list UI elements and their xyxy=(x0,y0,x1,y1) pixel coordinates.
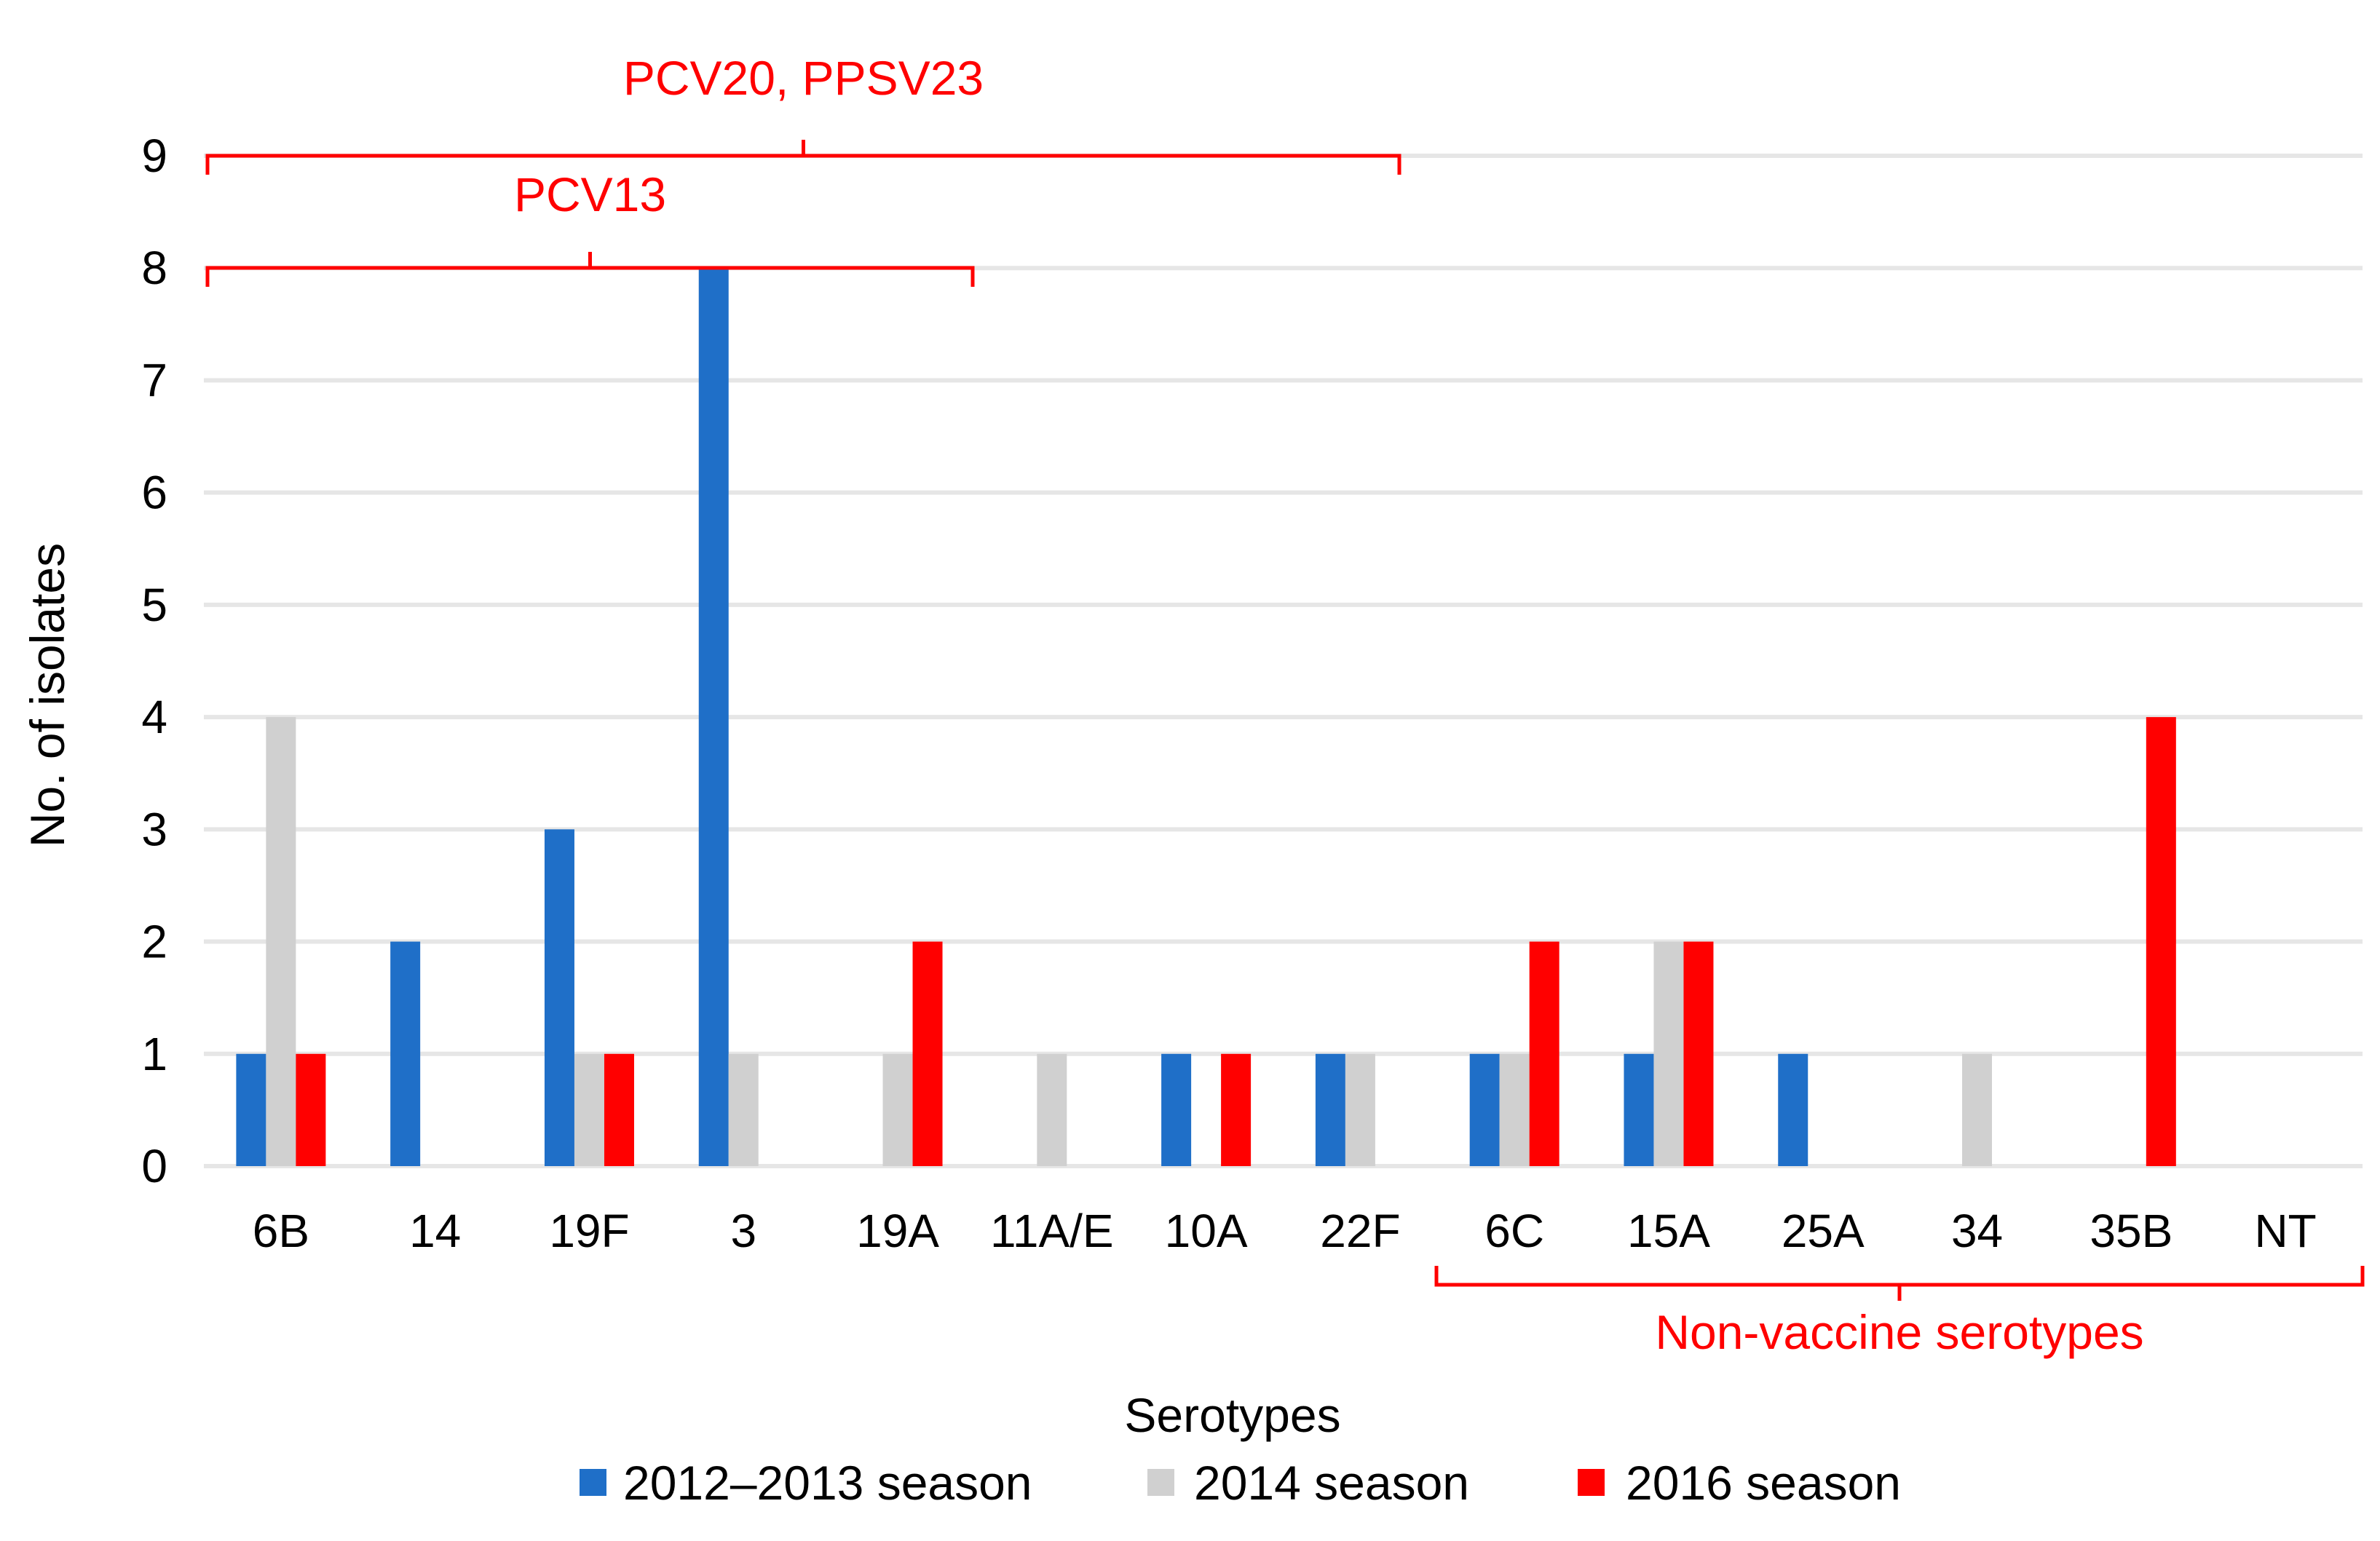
bar-6c-2016-season xyxy=(1529,941,1559,1166)
bar-11a-e-2014-season xyxy=(1037,1053,1067,1166)
bar-15a-2016-season xyxy=(1683,941,1714,1166)
bar-34-2014-season xyxy=(1962,1053,1993,1166)
x-tick-label-34: 34 xyxy=(1951,1205,2003,1257)
y-tick-label: 3 xyxy=(141,803,167,855)
bar-15a-2012-2013-season xyxy=(1624,1053,1654,1166)
y-tick-label: 7 xyxy=(141,354,167,406)
bar-19f-2016-season xyxy=(604,1053,634,1166)
bar-19a-2016-season xyxy=(912,941,943,1166)
bar-22f-2012-2013-season xyxy=(1315,1053,1345,1166)
bar-19f-2014-season xyxy=(574,1053,604,1166)
x-axis-ticks: 6B 14 19F 3 19A 11A/E 10A 22F 6C 15A 25A 34 35B NT xyxy=(253,1205,2317,1257)
non-vaccine-serotypes-label: Non-vaccine serotypes xyxy=(1655,1305,2143,1359)
bars xyxy=(236,268,2176,1167)
x-tick-label-14: 14 xyxy=(409,1205,461,1257)
x-tick-label-19f: 19F xyxy=(549,1205,629,1257)
y-tick-label: 9 xyxy=(141,130,167,182)
x-tick-label-11a-e: 11A/E xyxy=(990,1205,1114,1257)
x-tick-label-6c: 6C xyxy=(1484,1205,1544,1257)
legend-swatch-2012-2013-season xyxy=(580,1469,606,1496)
pcv20-ppsv23-label: PCV20, PPSV23 xyxy=(623,51,984,105)
bar-3-2014-season xyxy=(728,1053,759,1166)
legend-swatch-2014-season xyxy=(1147,1469,1174,1496)
bar-6c-2014-season xyxy=(1499,1053,1530,1166)
legend-label-2012-2013-season: 2012–2013 season xyxy=(623,1456,1032,1510)
y-tick-label: 8 xyxy=(141,242,167,294)
x-axis-title: Serotypes xyxy=(1124,1388,1340,1442)
annotations: PCV20, PPSV23 PCV13 Non-vaccine serotypes xyxy=(205,51,2365,1359)
bar-19f-2012-2013-season xyxy=(544,829,574,1166)
legend-swatch-2016-season xyxy=(1578,1469,1605,1496)
y-tick-label: 5 xyxy=(141,579,167,631)
x-tick-label-nt: NT xyxy=(2254,1205,2316,1257)
y-axis-ticks: 0 1 2 3 4 5 6 7 8 9 xyxy=(141,130,167,1192)
y-tick-label: 1 xyxy=(141,1028,167,1080)
legend: 2012–2013 season 2014 season 2016 season xyxy=(580,1456,1901,1510)
gridlines xyxy=(204,154,2363,1168)
x-tick-label-10a: 10A xyxy=(1165,1205,1248,1257)
y-axis-title: No. of isolates xyxy=(20,543,74,847)
x-tick-label-35b: 35B xyxy=(2090,1205,2173,1257)
x-tick-label-22f: 22F xyxy=(1320,1205,1400,1257)
non-vaccine-serotypes-bracket xyxy=(1434,1266,2365,1301)
x-tick-label-6b: 6B xyxy=(253,1205,309,1257)
legend-label-2014-season: 2014 season xyxy=(1194,1456,1469,1510)
y-tick-label: 0 xyxy=(141,1140,167,1192)
y-tick-label: 6 xyxy=(141,467,167,519)
bar-25a-2012-2013-season xyxy=(1778,1053,1808,1166)
bar-6b-2014-season xyxy=(266,717,296,1166)
y-tick-label: 2 xyxy=(141,916,167,968)
legend-label-2016-season: 2016 season xyxy=(1626,1456,1901,1510)
bar-3-2012-2013-season xyxy=(698,268,729,1167)
pcv20-ppsv23-bracket xyxy=(205,140,1401,175)
bar-6c-2012-2013-season xyxy=(1469,1053,1500,1166)
bar-14-2012-2013-season xyxy=(390,941,421,1166)
pcv13-bracket xyxy=(205,252,975,287)
bar-15a-2014-season xyxy=(1653,941,1684,1166)
x-tick-label-25a: 25A xyxy=(1782,1205,1865,1257)
x-tick-label-19a: 19A xyxy=(856,1205,939,1257)
x-tick-label-3: 3 xyxy=(730,1205,756,1257)
pcv13-label: PCV13 xyxy=(514,167,666,221)
bar-19a-2014-season xyxy=(882,1053,913,1166)
bar-10a-2012-2013-season xyxy=(1161,1053,1192,1166)
bar-35b-2016-season xyxy=(2146,717,2176,1166)
bar-6b-2012-2013-season xyxy=(236,1053,266,1166)
y-tick-label: 4 xyxy=(141,691,167,743)
x-tick-label-15a: 15A xyxy=(1627,1205,1710,1257)
bar-22f-2014-season xyxy=(1345,1053,1375,1166)
bar-10a-2016-season xyxy=(1221,1053,1252,1166)
bar-6b-2016-season xyxy=(296,1053,326,1166)
